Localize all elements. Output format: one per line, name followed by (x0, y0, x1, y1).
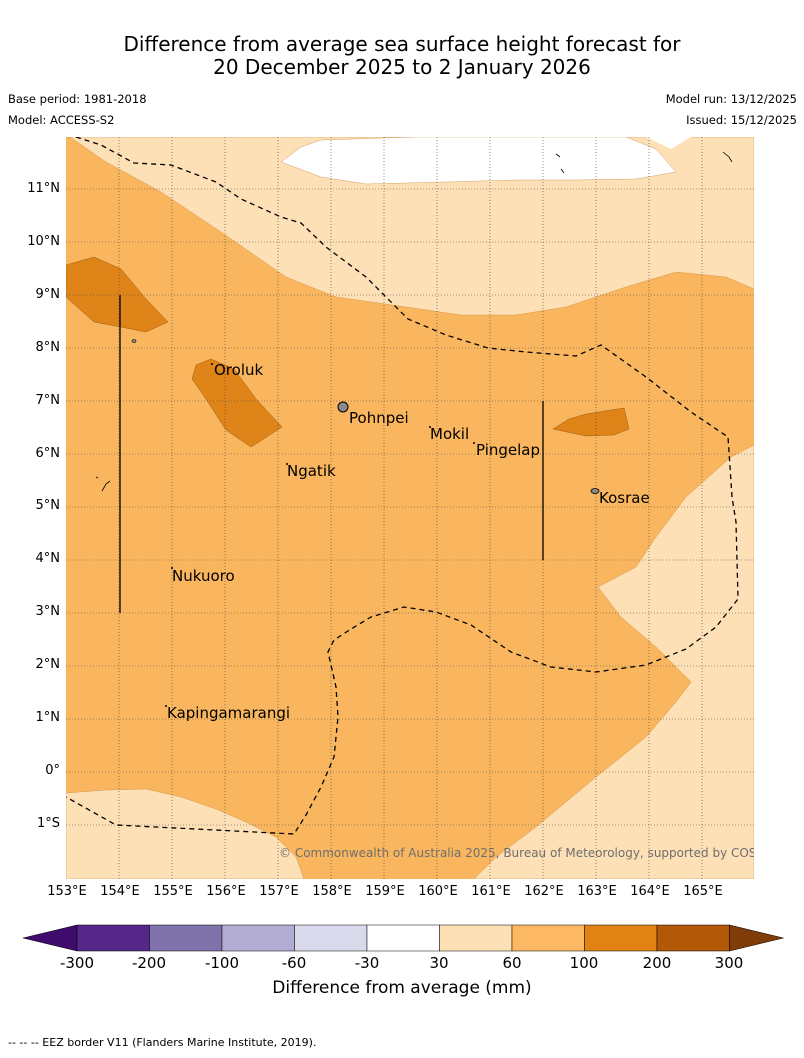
lat-label: 3°N (35, 604, 61, 619)
anomaly-band-30-60-north (66, 137, 754, 316)
eez-footnote: -- -- -- EEZ border V11 (Flanders Marine… (8, 1036, 317, 1049)
island-ngatik (286, 463, 288, 465)
island-pohnpei (337, 401, 349, 413)
lon-label: 156°E (206, 884, 246, 899)
issued-date: Issued: 15/12/2025 (686, 113, 797, 127)
lat-label: 1°S (36, 816, 60, 831)
colorbar-tick-label: -100 (204, 954, 240, 972)
model-name: Model: ACCESS-S2 (8, 113, 115, 127)
lon-label: 164°E (630, 884, 670, 899)
colorbar-segment (294, 924, 368, 952)
lat-label: 4°N (35, 551, 61, 566)
lat-label: 9°N (35, 287, 61, 302)
anomaly-band-neutral-corner (646, 137, 691, 149)
place-label-ngatik: Ngatik (287, 462, 336, 480)
island-nukuoro (171, 567, 173, 569)
lat-label: 5°N (35, 498, 61, 513)
place-label-kosrae: Kosrae (599, 489, 650, 507)
colorbar-segment (511, 924, 585, 952)
anomaly-band-30-60-southwest (66, 788, 305, 879)
chart-title: Difference from average sea surface heig… (0, 33, 804, 79)
place-label-pohnpei: Pohnpei (349, 409, 409, 427)
copyright-text: © Commonwealth of Australia 2025, Bureau… (279, 846, 754, 860)
island-kosrae (590, 488, 600, 494)
lat-label: 8°N (35, 340, 61, 355)
colorbar-tick-label: -60 (281, 954, 307, 972)
lat-label: 0° (45, 763, 60, 778)
colorbar (22, 924, 784, 952)
place-label-nukuoro: Nukuoro (172, 567, 235, 585)
island-small-west (131, 339, 137, 343)
lat-label: 7°N (35, 393, 61, 408)
island-mokil (429, 426, 431, 428)
colorbar-segment (439, 924, 513, 952)
anomaly-band-100-200-west (66, 256, 169, 333)
island-oroluk (211, 363, 213, 365)
colorbar-extend-low (22, 924, 78, 952)
lon-label: 165°E (683, 884, 723, 899)
lat-label: 11°N (27, 181, 60, 196)
island-pingelap (473, 442, 475, 444)
lat-label: 1°N (35, 710, 61, 725)
lon-label: 158°E (312, 884, 352, 899)
colorbar-tick-label: 30 (429, 954, 449, 972)
anomaly-band-30-60-southeast (473, 444, 754, 879)
island-cluster-west (95, 476, 111, 492)
map-panel: Oroluk Pohnpei Mokil Pingelap Ngatik Kos… (66, 137, 754, 879)
anomaly-band-100-200-east (552, 407, 630, 437)
colorbar-segment (149, 924, 223, 952)
colorbar-segment (584, 924, 658, 952)
colorbar-extend-high (729, 924, 784, 952)
lon-label: 154°E (100, 884, 140, 899)
model-run: Model run: 13/12/2025 (665, 92, 797, 106)
place-label-pingelap: Pingelap (476, 441, 540, 459)
island-kapingamarangi (165, 705, 167, 707)
colorbar-label: Difference from average (mm) (272, 978, 532, 998)
place-label-kapingamarangi: Kapingamarangi (167, 704, 290, 722)
lon-label: 162°E (524, 884, 564, 899)
colorbar-tick-label: -30 (354, 954, 380, 972)
title-line-2: 20 December 2025 to 2 January 2026 (213, 55, 591, 79)
colorbar-segment (656, 924, 730, 952)
lon-label: 163°E (577, 884, 617, 899)
colorbar-segment (76, 924, 150, 952)
colorbar-tick-label: 100 (569, 954, 599, 972)
lon-label: 159°E (365, 884, 405, 899)
colorbar-segment (366, 924, 440, 952)
lon-label: 157°E (259, 884, 299, 899)
lon-label: 153°E (47, 884, 87, 899)
lon-label: 155°E (153, 884, 193, 899)
anomaly-band-neutral (280, 137, 677, 185)
island-cluster-north (555, 151, 733, 174)
lat-label: 2°N (35, 657, 61, 672)
lon-label: 161°E (471, 884, 511, 899)
place-label-oroluk: Oroluk (214, 361, 263, 379)
colorbar-tick-label: 60 (502, 954, 522, 972)
colorbar-tick-label: -200 (131, 954, 167, 972)
colorbar-tick-label: -300 (59, 954, 95, 972)
base-period: Base period: 1981-2018 (8, 92, 147, 106)
colorbar-segment (221, 924, 295, 952)
colorbar-tick-label: 300 (714, 954, 744, 972)
place-label-mokil: Mokil (430, 425, 469, 443)
anomaly-band-100-200-oroluk (191, 358, 283, 448)
lat-label: 10°N (27, 234, 60, 249)
colorbar-tick-label: 200 (642, 954, 672, 972)
lon-label: 160°E (418, 884, 458, 899)
title-line-1: Difference from average sea surface heig… (123, 32, 681, 56)
lat-label: 6°N (35, 446, 61, 461)
